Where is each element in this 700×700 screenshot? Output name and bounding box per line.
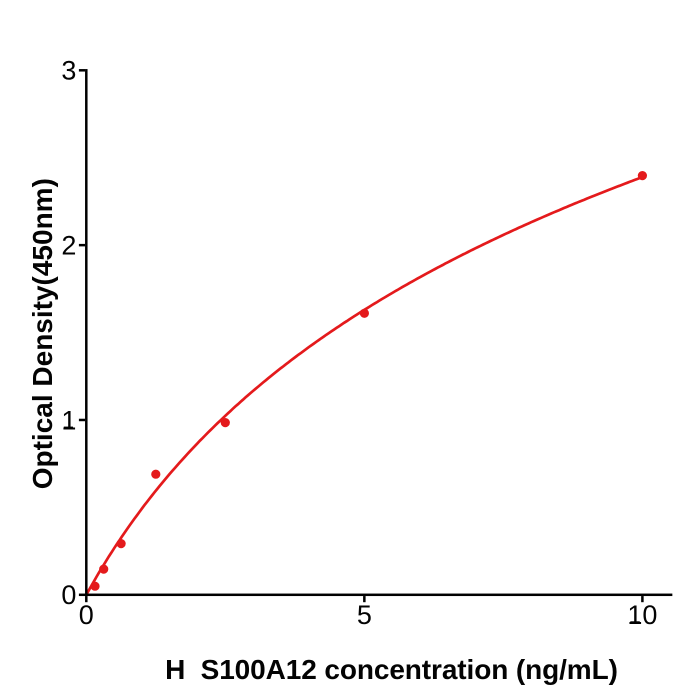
- svg-text:1: 1: [61, 405, 76, 435]
- svg-text:0: 0: [79, 600, 94, 630]
- svg-text:0: 0: [61, 580, 76, 610]
- svg-text:3: 3: [61, 56, 76, 86]
- svg-text:10: 10: [627, 600, 657, 630]
- svg-text:2: 2: [61, 230, 76, 260]
- svg-text:5: 5: [357, 600, 372, 630]
- svg-text:Optical Density(450nm): Optical Density(450nm): [27, 178, 58, 489]
- svg-text:H S100A12 concentration (ng/m: H S100A12 concentration (ng/mL): [165, 654, 618, 685]
